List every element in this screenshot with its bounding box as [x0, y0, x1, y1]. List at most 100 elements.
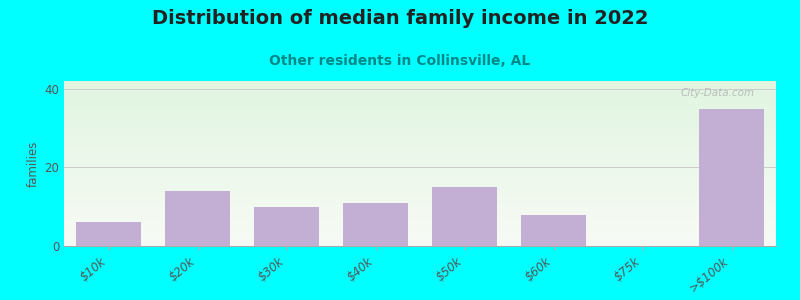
Bar — [64, 90, 776, 91]
Bar — [64, 123, 776, 124]
Bar — [64, 240, 776, 241]
Bar — [64, 129, 776, 130]
Bar — [64, 158, 776, 159]
Bar — [64, 153, 776, 154]
Bar — [166, 191, 230, 246]
Bar — [64, 146, 776, 147]
Bar — [64, 113, 776, 114]
Bar — [64, 92, 776, 93]
Bar — [64, 122, 776, 123]
Bar — [64, 139, 776, 140]
Bar — [64, 147, 776, 148]
Bar — [64, 140, 776, 141]
Bar — [64, 101, 776, 102]
Bar — [64, 235, 776, 236]
Bar — [64, 215, 776, 216]
Bar — [64, 234, 776, 235]
Bar — [64, 206, 776, 207]
Bar — [64, 83, 776, 84]
Bar — [64, 131, 776, 132]
Bar — [64, 185, 776, 186]
Bar — [64, 160, 776, 161]
Bar — [343, 203, 407, 246]
Bar — [64, 208, 776, 209]
Text: City-Data.com: City-Data.com — [681, 88, 754, 98]
Bar — [64, 242, 776, 243]
Bar — [64, 157, 776, 158]
Bar — [64, 114, 776, 115]
Bar — [64, 161, 776, 162]
Bar — [64, 244, 776, 245]
Bar — [64, 118, 776, 119]
Bar — [64, 205, 776, 206]
Bar — [64, 133, 776, 134]
Bar — [254, 207, 318, 246]
Bar — [64, 192, 776, 193]
Bar — [64, 179, 776, 180]
Bar — [64, 210, 776, 211]
Bar — [64, 186, 776, 187]
Bar — [64, 198, 776, 199]
Bar — [64, 214, 776, 215]
Bar — [64, 200, 776, 201]
Bar — [77, 222, 141, 246]
Bar — [64, 102, 776, 103]
Bar — [64, 190, 776, 191]
Bar — [64, 115, 776, 116]
Bar — [64, 222, 776, 223]
Bar — [64, 120, 776, 121]
Bar — [64, 93, 776, 94]
Bar — [64, 85, 776, 86]
Bar — [64, 170, 776, 171]
Bar — [64, 84, 776, 85]
Bar — [64, 201, 776, 202]
Bar — [64, 167, 776, 168]
Bar — [64, 231, 776, 232]
Bar — [64, 82, 776, 83]
Bar — [64, 91, 776, 92]
Bar — [64, 194, 776, 195]
Bar — [64, 103, 776, 104]
Bar — [64, 106, 776, 107]
Text: Other residents in Collinsville, AL: Other residents in Collinsville, AL — [270, 54, 530, 68]
Bar — [64, 239, 776, 240]
Bar — [64, 197, 776, 198]
Bar — [64, 188, 776, 189]
Bar — [64, 169, 776, 170]
Bar — [64, 165, 776, 166]
Bar — [64, 238, 776, 239]
Bar — [64, 94, 776, 95]
Bar — [64, 229, 776, 230]
Bar — [64, 97, 776, 98]
Bar — [64, 237, 776, 238]
Bar — [64, 175, 776, 176]
Bar — [64, 144, 776, 145]
Bar — [64, 150, 776, 151]
Bar — [64, 241, 776, 242]
Bar — [64, 219, 776, 220]
Bar — [64, 204, 776, 205]
Bar — [64, 228, 776, 229]
Bar — [64, 221, 776, 222]
Bar — [64, 162, 776, 163]
Bar — [64, 189, 776, 190]
Bar — [64, 174, 776, 175]
Bar — [64, 212, 776, 213]
Bar — [64, 124, 776, 125]
Bar — [64, 191, 776, 192]
Bar — [64, 136, 776, 137]
Bar — [64, 110, 776, 111]
Bar — [64, 159, 776, 160]
Bar — [64, 224, 776, 225]
Bar — [64, 199, 776, 200]
Text: Distribution of median family income in 2022: Distribution of median family income in … — [152, 9, 648, 28]
Bar — [64, 233, 776, 234]
Bar — [64, 87, 776, 88]
Bar — [64, 155, 776, 156]
Bar — [64, 171, 776, 172]
Bar — [64, 86, 776, 87]
Bar — [64, 176, 776, 177]
Bar — [64, 102, 776, 103]
Bar — [64, 149, 776, 150]
Bar — [64, 138, 776, 139]
